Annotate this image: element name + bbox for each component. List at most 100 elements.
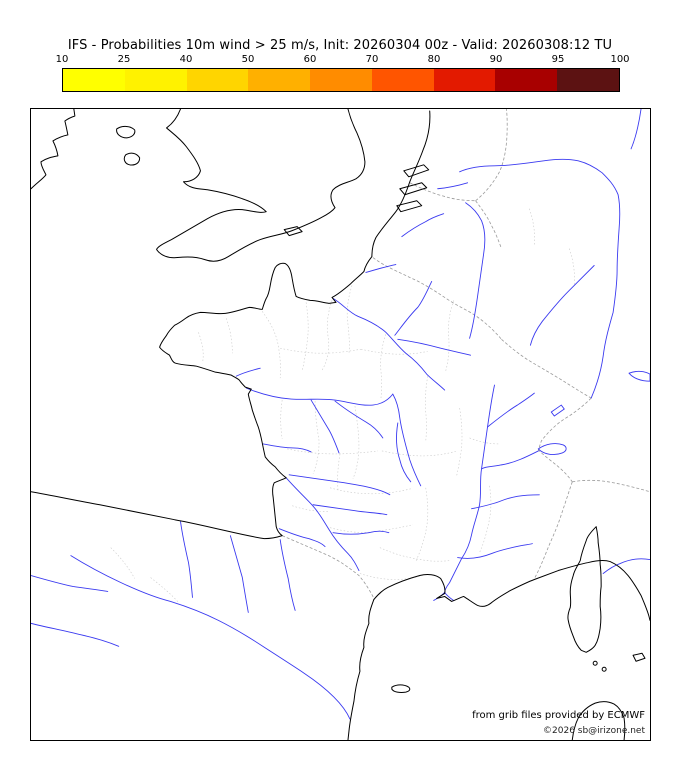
river-charente (262, 443, 312, 453)
river-vienne (310, 399, 340, 454)
coastline-irish-island (123, 152, 141, 166)
coastline-atlantic (31, 110, 431, 540)
admin-boundary (425, 376, 429, 441)
colorbar-segment-6 (433, 69, 496, 91)
river-marne (397, 338, 472, 356)
coastline-spain-mediterranean (347, 598, 375, 740)
colorbar-tick-25: 25 (117, 54, 131, 65)
river-ebro-tributary (180, 521, 193, 598)
river-tarn (332, 530, 390, 535)
river-ebro-tributary (279, 539, 296, 611)
colorbar-tick-95: 95 (551, 54, 565, 65)
river-german (630, 109, 642, 150)
admin-boundary (312, 401, 320, 474)
colorbar-tick-10: 10 (55, 54, 69, 65)
river-rhine-delta (437, 182, 469, 190)
admin-boundary (329, 524, 413, 533)
coastline-zeeland-island (399, 182, 428, 196)
admin-boundary (352, 406, 360, 479)
river-adour (278, 528, 326, 548)
colorbar-tick-100: 100 (610, 54, 630, 65)
river-isere (471, 494, 540, 510)
admin-boundary (415, 487, 429, 562)
admin-boundary (198, 332, 204, 364)
colorbar-tick-50: 50 (241, 54, 255, 65)
colorbar-tick-70: 70 (365, 54, 379, 65)
river-ebro (70, 555, 351, 720)
map-canvas: from grib files provided by ECMWF ©2026 … (30, 108, 651, 741)
probability-colorbar: 10 25 40 50 60 70 80 90 95 100 (56, 54, 630, 92)
admin-boundary (379, 547, 450, 562)
coastline-maddalena-islet (601, 666, 607, 672)
admin-boundary (287, 448, 378, 455)
coastline-great-britain (156, 109, 366, 262)
colorbar-segment-5 (371, 69, 434, 91)
colorbar-segment-3 (248, 69, 311, 91)
river-dordogne (288, 474, 391, 496)
map-svg (31, 109, 650, 740)
river-somme (365, 264, 397, 273)
river-moselle (529, 265, 595, 346)
admin-boundary (456, 408, 463, 476)
admin-boundary (568, 248, 575, 285)
coastline-zeeland-island (396, 200, 423, 213)
credit-ecmwf: from grib files provided by ECMWF (472, 710, 645, 721)
admin-boundary (301, 302, 309, 372)
admin-boundary (280, 347, 361, 354)
admin-boundary (337, 453, 341, 490)
river-seine (332, 297, 446, 391)
coastline-mediterranean (373, 559, 650, 621)
colorbar-tick-80: 80 (427, 54, 441, 65)
admin-boundary (380, 334, 387, 400)
colorbar-tick-40: 40 (179, 54, 193, 65)
rivers (31, 109, 650, 720)
colorbar-tick-labels: 10 25 40 50 60 70 80 90 95 100 (56, 54, 630, 67)
colorbar-segment-2 (186, 69, 249, 91)
coastline-ireland (31, 109, 76, 190)
colorbar-tick-60: 60 (303, 54, 317, 65)
coastline-zeeland-island (403, 164, 430, 178)
river-durance (457, 543, 533, 559)
river-vilaine (235, 367, 261, 377)
coastline-sardinia (571, 701, 626, 740)
admin-boundary (262, 311, 281, 379)
credit-irizone: ©2026 sb@irizone.net (543, 726, 645, 736)
admin-boundary (529, 208, 535, 245)
coastline-elba (632, 652, 646, 662)
coastline-corsica (567, 526, 602, 653)
national-borders (282, 109, 650, 599)
river-lot (312, 504, 388, 516)
river-cher (334, 400, 384, 439)
admin-boundary (469, 437, 500, 445)
border-switzerland-italy (572, 479, 650, 493)
page-title: IFS - Probabilities 10m wind > 25 m/s, I… (67, 38, 613, 53)
admin-boundary (321, 300, 333, 371)
admin-boundary (359, 573, 425, 580)
coastline-menorca (391, 684, 411, 694)
river-scheldt (401, 213, 445, 238)
river-rhone-delta-east (444, 592, 455, 601)
river-loire (245, 387, 422, 487)
coastline-isle-of-wight (283, 226, 303, 237)
border-france-italy (534, 481, 573, 579)
admin-boundary (150, 577, 179, 603)
admin-boundary (292, 505, 329, 513)
admin-boundary (110, 547, 135, 579)
lake-constance (628, 370, 650, 382)
border-france-spain (282, 535, 375, 599)
admin-boundaries (110, 208, 575, 603)
lake-neuchatel (550, 404, 565, 417)
river-iberian (31, 575, 109, 592)
river-oise (394, 281, 433, 336)
border-france-belgium (372, 257, 502, 340)
lake-geneva (537, 443, 567, 455)
coastline-maddalena-islet (592, 660, 598, 666)
river-rhone (444, 450, 539, 593)
colorbar-segment-7 (495, 69, 558, 91)
border-france-switzerland (537, 397, 592, 483)
admin-boundary (360, 348, 428, 355)
colorbar-segment-0 (63, 69, 125, 91)
admin-boundary (280, 400, 283, 439)
admin-boundary (381, 450, 458, 457)
